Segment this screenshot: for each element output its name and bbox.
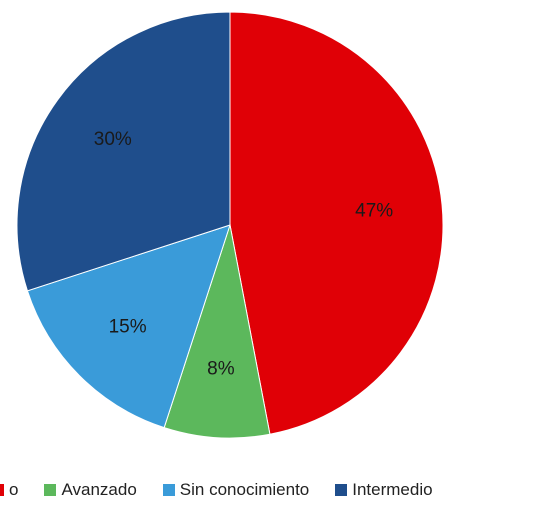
- legend-label-intermedio: Intermedio: [352, 480, 433, 499]
- chart-legend: o Avanzado Sin conocimiento Intermedio: [0, 480, 459, 500]
- legend-swatch-sin-conocimiento: [162, 484, 175, 496]
- legend-item-basico: o: [0, 480, 18, 500]
- pie-slice-intermedio: [16, 11, 231, 292]
- data-label-avanzado: 8%: [207, 359, 235, 380]
- legend-label-sin-conocimiento: Sin conocimiento: [179, 480, 310, 499]
- legend-item-sin-conocimiento: Sin conocimiento: [162, 480, 310, 500]
- legend-swatch-avanzado: [44, 484, 57, 496]
- legend-label-avanzado: Avanzado: [61, 480, 137, 499]
- pie-slice-b-sico: [229, 11, 444, 435]
- pie-slice-avanzado: [163, 224, 271, 439]
- legend-item-intermedio: Intermedio: [335, 480, 433, 500]
- legend-swatch-basico: [0, 484, 4, 496]
- pie-slice-sin-conocimiento: [26, 224, 231, 429]
- legend-swatch-intermedio: [335, 484, 348, 496]
- data-label-intermedio: 30%: [94, 129, 132, 150]
- data-label-b-sico: 47%: [355, 200, 393, 221]
- legend-label-basico: o: [9, 480, 19, 499]
- pie-data-labels: 47% 8% 15% 30%: [94, 129, 394, 380]
- legend-item-avanzado: Avanzado: [44, 480, 137, 500]
- pie-chart: 47% 8% 15% 30%: [16, 11, 444, 439]
- pie-slices: [16, 11, 444, 439]
- data-label-sin-conocimiento: 15%: [109, 316, 147, 337]
